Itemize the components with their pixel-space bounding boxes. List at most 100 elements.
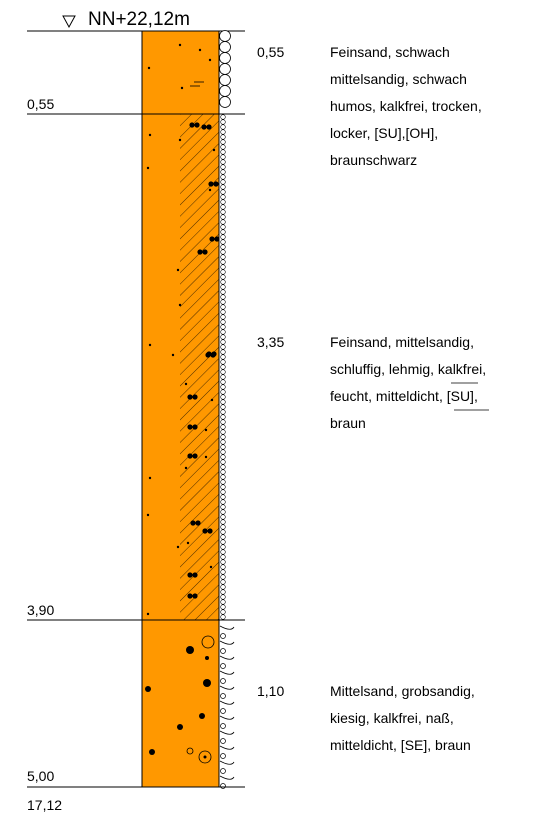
side-grain-circle (220, 584, 226, 590)
layer-description-line: schluffig, lehmig, kalkfrei, (330, 361, 486, 377)
side-grain-circle (220, 389, 226, 395)
silt-particle-dot (187, 572, 193, 578)
silt-particle-dot (194, 122, 200, 128)
side-grain-circle (220, 614, 226, 620)
gravel-dot (205, 656, 209, 660)
side-grain-circle (220, 374, 226, 380)
header: NN+22,12m (27, 9, 245, 32)
side-grain-circle (220, 319, 226, 325)
side-grain-circle (220, 149, 226, 155)
silt-particle-dot (187, 593, 193, 599)
side-grain-circle (220, 159, 226, 165)
side-grain-circle (220, 419, 226, 425)
gravel-dot (186, 646, 194, 654)
side-grain-arc (219, 715, 235, 720)
side-grain-circle (220, 439, 226, 445)
side-grain-circle (220, 134, 226, 140)
silt-particle-dot (187, 394, 193, 400)
side-grain-circle (220, 489, 226, 495)
layer-1-info: 0,55 Feinsand, schwach mittelsandig, sch… (257, 44, 482, 168)
sand-grain-dot (147, 66, 151, 70)
layer-description-line: Mittelsand, grobsandig, (330, 683, 475, 699)
side-grain-circle (220, 454, 226, 460)
side-grain-arc (219, 685, 235, 690)
side-grain-circle (220, 384, 226, 390)
side-grain-circle (220, 549, 226, 555)
side-grain-circle (220, 184, 226, 190)
side-grain-circle (220, 294, 226, 300)
layer-description-line: braun (330, 415, 366, 431)
sand-grain-dot (186, 541, 190, 545)
sand-grain-dot (204, 428, 208, 432)
sand-grain-dot (146, 612, 150, 616)
side-grain-circle (220, 693, 226, 699)
layer-thickness: 0,55 (257, 44, 284, 60)
silt-particle-dot (201, 124, 207, 130)
side-grain-arc (219, 655, 235, 660)
side-grain-arc (219, 775, 235, 780)
side-grain-circle (220, 414, 226, 420)
layer-description-line: mittelsandig, schwach (330, 71, 467, 87)
side-grain-circle (220, 663, 226, 669)
layer-description-line: humos, kalkfrei, trocken, (330, 98, 482, 114)
depth-label: 5,00 (27, 768, 54, 784)
side-grain-circle (220, 154, 226, 160)
side-grain-circle (220, 783, 226, 789)
side-grain-circle (220, 434, 226, 440)
side-grain-circle (220, 169, 226, 175)
side-grain-circle (219, 85, 231, 97)
side-symbols (219, 30, 235, 789)
side-grain-circle (220, 524, 226, 530)
silt-particle-dot (206, 124, 212, 130)
side-grain-circle (220, 589, 226, 595)
side-grain-circle (220, 509, 226, 515)
side-grain-circle (220, 124, 226, 130)
side-grain-circle (220, 219, 226, 225)
side-grain-circle (220, 474, 226, 480)
side-grain-circle (220, 529, 226, 535)
side-grain-circle (219, 96, 231, 108)
side-grain-circle (220, 484, 226, 490)
side-grain-circle (220, 424, 226, 430)
side-grain-circle (220, 449, 226, 455)
sand-grain-dot (212, 148, 216, 152)
side-grain-circle (220, 494, 226, 500)
side-grain-circle (220, 504, 226, 510)
side-grain-circle (220, 224, 226, 230)
sand-grain-dot (208, 58, 212, 62)
silt-particle-dot (214, 236, 220, 242)
side-grain-circle (220, 539, 226, 545)
side-grain-circle (220, 209, 226, 215)
soil-column (141, 30, 235, 789)
side-grain-circle (220, 544, 226, 550)
side-grain-circle (220, 194, 226, 200)
side-grain-circle (220, 359, 226, 365)
silt-particle-dot (192, 424, 198, 430)
side-grain-arc (219, 625, 235, 630)
side-grain-circle (220, 678, 226, 684)
sand-grain-dot (176, 268, 180, 272)
side-grain-circle (220, 738, 226, 744)
side-grain-circle (220, 269, 226, 275)
side-grain-circle (220, 404, 226, 410)
gravel-circle (186, 747, 194, 755)
side-grain-circle (220, 444, 226, 450)
silt-particle-dot (187, 424, 193, 430)
side-grain-circle (220, 274, 226, 280)
side-grain-circle (220, 394, 226, 400)
side-grain-circle (219, 41, 231, 53)
side-grain-circle (220, 379, 226, 385)
gravel-circle (201, 635, 215, 649)
side-grain-circle (220, 369, 226, 375)
silt-particle-dot (192, 394, 198, 400)
layer-description-line: feucht, mitteldicht, [SU], (330, 388, 478, 404)
side-grain-arc (219, 745, 235, 750)
layer-3-fill (141, 619, 220, 788)
side-grain-circle (220, 594, 226, 600)
sand-grain-dot (148, 343, 152, 347)
layer-description-line: Feinsand, mittelsandig, (330, 334, 474, 350)
side-grain-arc (219, 730, 235, 735)
silt-particle-dot (195, 520, 201, 526)
side-grain-circle (220, 254, 226, 260)
silt-particle-dot (213, 181, 219, 187)
